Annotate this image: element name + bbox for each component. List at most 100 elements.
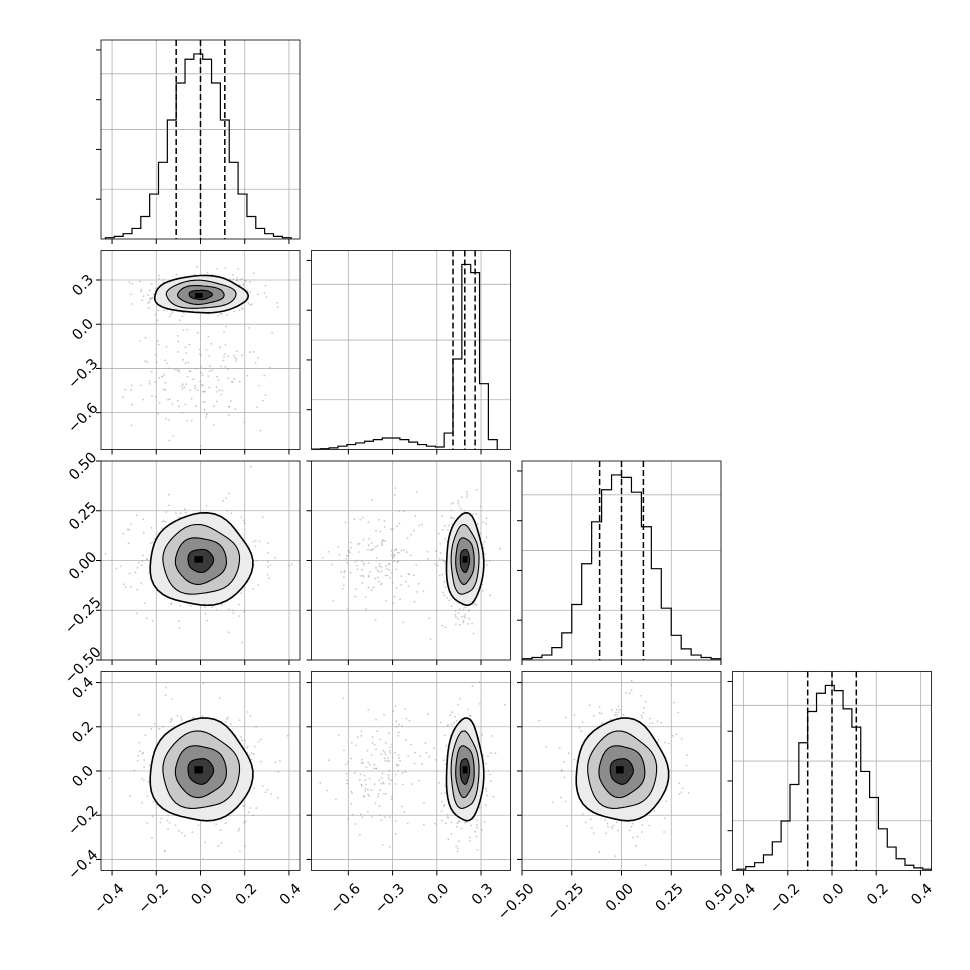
- sample-point: [413, 762, 416, 765]
- sample-point: [380, 782, 383, 785]
- sample-point: [222, 359, 225, 362]
- sample-point: [220, 365, 223, 368]
- density-peak: [194, 292, 203, 298]
- sample-point: [456, 703, 459, 706]
- sample-point: [453, 721, 455, 724]
- sample-point: [383, 751, 386, 753]
- sample-point: [463, 615, 465, 618]
- sample-point: [189, 370, 192, 373]
- sample-point: [211, 369, 214, 372]
- sample-point: [157, 412, 159, 415]
- sample-point: [253, 787, 256, 790]
- sample-point: [454, 613, 457, 616]
- sample-point: [628, 692, 631, 695]
- sample-point: [178, 516, 181, 519]
- sample-point: [264, 284, 267, 287]
- sample-point: [462, 621, 465, 624]
- sample-point: [380, 565, 383, 568]
- sample-point: [667, 742, 670, 745]
- sample-point: [225, 718, 228, 720]
- sample-point: [168, 493, 170, 496]
- y-tick-label: 0.25: [66, 499, 100, 533]
- sample-point: [651, 722, 654, 724]
- density-peak: [194, 766, 203, 774]
- sample-point: [370, 789, 373, 792]
- sample-point: [462, 620, 465, 622]
- sample-point: [250, 752, 253, 755]
- sample-point: [354, 560, 357, 563]
- sample-point: [468, 617, 471, 620]
- sample-point: [127, 542, 130, 545]
- sample-point: [215, 400, 218, 403]
- sample-point: [394, 751, 396, 754]
- sample-point: [249, 351, 251, 354]
- sample-point: [183, 508, 186, 511]
- sample-point: [244, 845, 246, 847]
- sample-point: [485, 787, 487, 790]
- sample-point: [269, 366, 271, 369]
- sample-point: [177, 620, 180, 622]
- sample-point: [457, 502, 459, 505]
- sample-point: [601, 722, 603, 724]
- sample-point: [177, 340, 180, 343]
- sample-point: [104, 553, 107, 555]
- sample-point: [252, 587, 255, 590]
- sample-point: [460, 827, 463, 830]
- sample-point: [399, 598, 401, 601]
- sample-point: [267, 560, 269, 563]
- sample-point: [243, 421, 246, 424]
- sample-point: [374, 545, 377, 548]
- sample-point: [394, 705, 397, 707]
- sample-point: [443, 734, 446, 737]
- sample-point: [391, 796, 393, 798]
- sample-point: [180, 716, 182, 719]
- sample-point: [459, 608, 461, 611]
- sample-point: [153, 723, 156, 725]
- sample-point: [494, 752, 497, 755]
- sample-point: [205, 416, 208, 419]
- sample-point: [347, 554, 350, 557]
- sample-point: [130, 424, 133, 427]
- sample-point: [427, 557, 429, 560]
- sample-point: [441, 624, 444, 627]
- sample-point: [381, 772, 384, 775]
- sample-point: [164, 389, 167, 392]
- sample-point: [259, 760, 262, 763]
- sample-point: [362, 538, 365, 541]
- sample-point: [361, 574, 364, 577]
- sample-point: [390, 550, 393, 552]
- sample-point: [186, 376, 189, 378]
- sample-point: [384, 540, 386, 542]
- sample-point: [224, 353, 227, 355]
- sample-point: [400, 584, 403, 586]
- sample-point: [204, 606, 206, 609]
- sample-point: [660, 721, 663, 724]
- sample-point: [458, 840, 460, 843]
- sample-point: [140, 288, 143, 291]
- sample-point: [590, 818, 592, 821]
- sample-point: [184, 403, 187, 406]
- sample-point: [490, 735, 493, 737]
- sample-point: [179, 512, 182, 514]
- sample-point: [154, 381, 156, 383]
- sample-point: [163, 520, 165, 522]
- sample-point: [598, 706, 601, 708]
- sample-point: [141, 560, 144, 563]
- sample-point: [201, 374, 204, 376]
- sample-point: [131, 303, 133, 305]
- sample-point: [383, 713, 385, 716]
- sample-point: [503, 703, 506, 706]
- sample-point: [149, 297, 152, 300]
- sample-point: [450, 503, 453, 505]
- sample-point: [164, 694, 167, 697]
- sample-point: [453, 517, 455, 520]
- sample-point: [222, 499, 225, 502]
- sample-point: [184, 511, 187, 514]
- sample-point: [290, 563, 293, 566]
- sample-point: [247, 811, 250, 814]
- sample-point: [237, 268, 240, 270]
- sample-point: [165, 511, 168, 513]
- sample-point: [468, 609, 470, 612]
- sample-point: [162, 279, 165, 281]
- sample-point: [211, 606, 214, 609]
